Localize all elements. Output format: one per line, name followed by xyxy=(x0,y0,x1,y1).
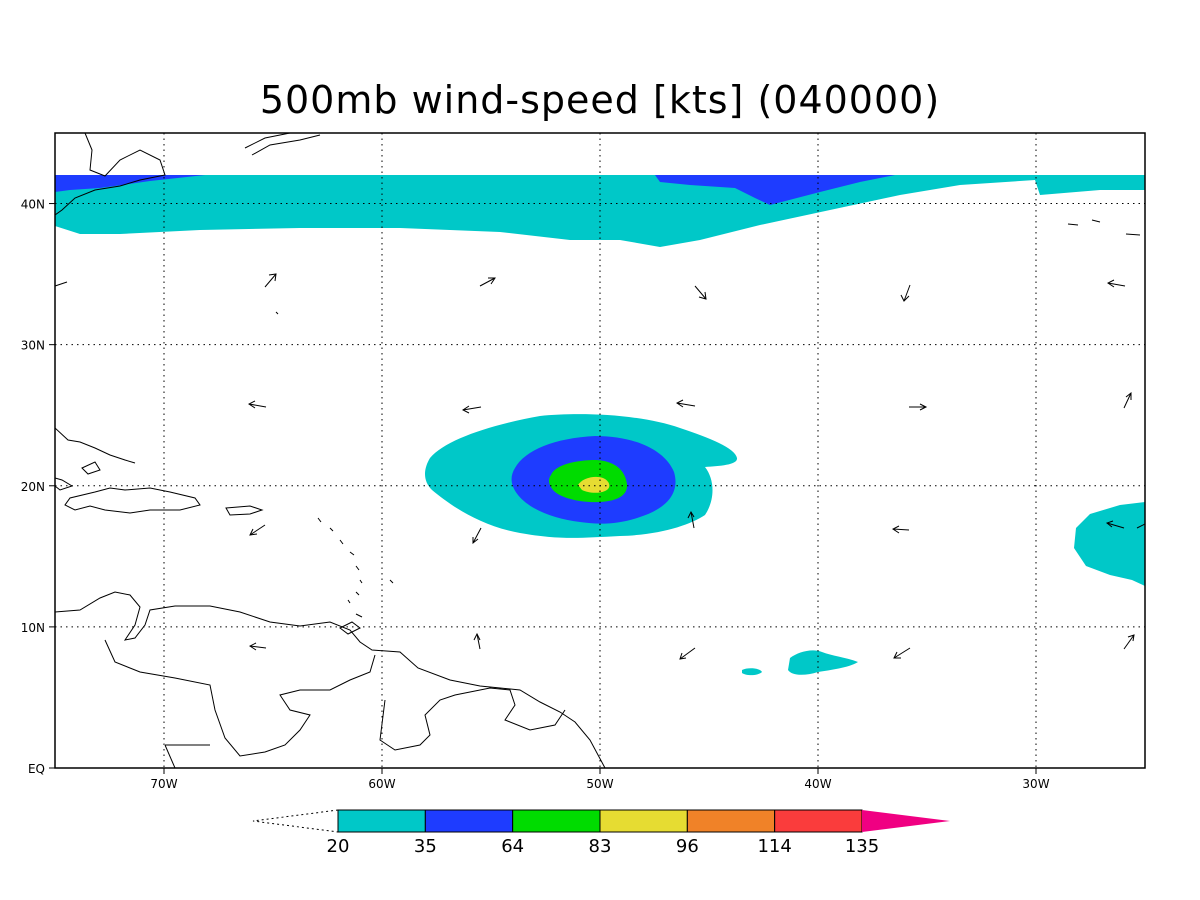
south-america-coast xyxy=(55,591,606,768)
wind-arrow xyxy=(1123,391,1132,409)
wind-arrow xyxy=(1107,279,1126,288)
wind-arrow xyxy=(472,527,482,545)
lat-tick-label: 30N xyxy=(21,339,45,353)
storm-core-83kt xyxy=(578,476,610,493)
venezuela-interior xyxy=(104,639,566,757)
lat-tick-label: 40N xyxy=(21,198,45,212)
wind-arrow xyxy=(694,285,707,300)
colorbar-level-label: 96 xyxy=(676,836,699,857)
wind-arrow xyxy=(893,647,911,659)
wind-vectors xyxy=(54,273,1146,660)
bermuda-island xyxy=(275,311,279,315)
lon-tick-label: 50W xyxy=(586,777,613,791)
hispaniola-coast xyxy=(64,487,201,514)
wind-arrow xyxy=(264,273,277,288)
colorbar-swatch xyxy=(337,809,426,833)
jamaica-coast xyxy=(55,477,74,491)
nova-scotia-coast xyxy=(244,133,321,156)
wind-arrow xyxy=(1105,520,1146,529)
axis-ticks: 70W 60W 50W 40W 30W EQ 10N 20N 30N 40N xyxy=(21,198,1050,791)
wind-arrow xyxy=(1123,634,1135,650)
coastlines xyxy=(55,133,1141,768)
colorbar-swatch xyxy=(599,809,688,833)
wind-arrow xyxy=(892,525,910,534)
graticule xyxy=(55,133,1145,768)
colorbar-level-label: 135 xyxy=(845,836,879,857)
wind-arrow xyxy=(900,284,911,302)
wind-arrow xyxy=(249,524,266,536)
colorbar: 20 35 64 83 96 114 135 xyxy=(252,809,950,857)
colorbar-level-label: 83 xyxy=(589,836,612,857)
colorbar-level-label: 20 xyxy=(327,836,350,857)
wind-arrow xyxy=(679,647,696,660)
trinidad-coast xyxy=(339,613,363,635)
lon-tick-label: 60W xyxy=(368,777,395,791)
colorbar-swatch xyxy=(424,809,514,833)
lat-tick-label: 10N xyxy=(21,621,45,635)
colorbar-level-label: 64 xyxy=(501,836,524,857)
wind-arrow xyxy=(676,399,696,408)
north-america-coast xyxy=(55,133,166,216)
puerto-rico-coast xyxy=(225,505,264,516)
colorbar-swatch xyxy=(686,809,776,833)
wind-arrow xyxy=(479,277,496,287)
colorbar-upper-triangle xyxy=(862,810,950,832)
lesser-antilles xyxy=(317,517,394,604)
south-patch-b xyxy=(742,668,762,676)
wind-arrow xyxy=(462,405,482,414)
wind-arrow xyxy=(687,510,695,529)
wind-arrow xyxy=(54,281,68,287)
wind-arrow xyxy=(249,642,267,651)
colorbar-swatch xyxy=(774,809,863,833)
lon-tick-label: 70W xyxy=(150,777,177,791)
azores-islands xyxy=(1067,219,1141,236)
lat-tick-label: 20N xyxy=(21,480,45,494)
east-patch-20kt xyxy=(1074,502,1145,586)
brazil-coast xyxy=(164,744,210,768)
colorbar-swatch xyxy=(512,809,601,833)
wind-arrow xyxy=(248,400,267,409)
map-title: 500mb wind-speed [kts] (040000) xyxy=(259,78,941,122)
south-patch-a xyxy=(788,650,858,675)
lon-tick-label: 40W xyxy=(804,777,831,791)
lat-tick-label: EQ xyxy=(28,762,45,776)
colorbar-lower-triangle xyxy=(252,809,339,833)
wind-arrow xyxy=(909,403,928,411)
jet-band-35kt-east xyxy=(655,175,895,205)
cuba-coast xyxy=(55,427,136,475)
wind-arrow xyxy=(473,632,481,650)
colorbar-level-label: 35 xyxy=(414,836,437,857)
lon-tick-label: 30W xyxy=(1022,777,1049,791)
colorbar-level-label: 114 xyxy=(757,836,791,857)
